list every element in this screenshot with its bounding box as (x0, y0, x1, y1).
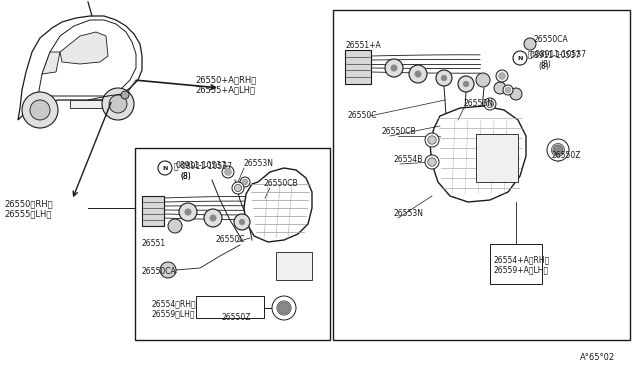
Text: 26550CA: 26550CA (142, 267, 177, 276)
Circle shape (272, 296, 296, 320)
Circle shape (428, 158, 436, 166)
Text: 26553N: 26553N (244, 160, 274, 169)
Text: (8): (8) (180, 171, 191, 180)
Circle shape (463, 81, 468, 87)
Polygon shape (60, 32, 108, 64)
Text: 26551+A: 26551+A (345, 42, 381, 51)
Bar (345, 50, 371, 84)
Polygon shape (430, 106, 526, 202)
Circle shape (391, 65, 397, 71)
Circle shape (496, 70, 508, 82)
Circle shape (499, 73, 506, 79)
Text: 26554+A〈RH〉: 26554+A〈RH〉 (494, 256, 550, 264)
Circle shape (121, 91, 129, 99)
Circle shape (484, 98, 496, 110)
Text: 26550C: 26550C (348, 112, 378, 121)
Circle shape (204, 209, 222, 227)
Text: 26550CB: 26550CB (264, 180, 299, 189)
Text: 26550CB: 26550CB (382, 128, 417, 137)
Bar (196, 296, 264, 318)
Polygon shape (38, 20, 136, 96)
Circle shape (225, 169, 231, 175)
Circle shape (277, 301, 291, 315)
Circle shape (409, 65, 427, 83)
Circle shape (278, 302, 290, 314)
Circle shape (385, 59, 403, 77)
Circle shape (494, 82, 506, 94)
Text: (8): (8) (540, 60, 551, 68)
Circle shape (210, 215, 216, 221)
Circle shape (160, 262, 176, 278)
Circle shape (513, 51, 527, 65)
Text: A°65°02: A°65°02 (580, 353, 615, 362)
Circle shape (547, 139, 569, 161)
Circle shape (22, 92, 58, 128)
Circle shape (503, 85, 513, 95)
Text: (8): (8) (538, 61, 548, 71)
Text: 26550〈RH〉: 26550〈RH〉 (4, 199, 52, 208)
Circle shape (476, 73, 490, 87)
Text: ⓝ 08911-10537: ⓝ 08911-10537 (174, 161, 232, 170)
Bar (142, 196, 164, 226)
Text: 26551: 26551 (142, 240, 166, 248)
Text: ⓝ 08911-10537: ⓝ 08911-10537 (528, 49, 586, 58)
Text: 26555〈LH〉: 26555〈LH〉 (4, 209, 51, 218)
Circle shape (239, 219, 245, 225)
Circle shape (524, 38, 536, 50)
Text: N: N (517, 55, 523, 61)
Circle shape (505, 87, 511, 93)
Text: 26559+A〈LH〉: 26559+A〈LH〉 (494, 266, 549, 275)
Circle shape (240, 177, 250, 187)
Text: 26550CA: 26550CA (534, 35, 569, 45)
Circle shape (486, 100, 493, 108)
Circle shape (428, 136, 436, 144)
Bar (276, 252, 312, 280)
Text: 08911-10537: 08911-10537 (530, 51, 581, 61)
Circle shape (553, 145, 563, 155)
Circle shape (179, 203, 197, 221)
Circle shape (30, 100, 50, 120)
Text: 26550Z: 26550Z (552, 151, 582, 160)
Circle shape (158, 161, 172, 175)
Bar (476, 134, 518, 182)
Circle shape (168, 219, 182, 233)
Text: 26559〈LH〉: 26559〈LH〉 (152, 310, 195, 318)
Bar (70, 100, 122, 108)
Bar (135, 148, 330, 340)
Text: 26554〈RH〉: 26554〈RH〉 (152, 299, 196, 308)
Circle shape (185, 209, 191, 215)
Text: 26550+A〈RH〉: 26550+A〈RH〉 (195, 76, 256, 84)
Text: N: N (163, 166, 168, 170)
Polygon shape (18, 16, 142, 120)
Circle shape (441, 75, 447, 81)
Text: 26550C: 26550C (216, 235, 246, 244)
Text: 26550Z: 26550Z (222, 314, 252, 323)
Text: 08911-10537: 08911-10537 (175, 161, 226, 170)
Circle shape (415, 71, 421, 77)
Circle shape (458, 76, 474, 92)
Text: 26553N: 26553N (394, 209, 424, 218)
Circle shape (425, 133, 439, 147)
Text: 26554B: 26554B (394, 155, 424, 164)
Circle shape (222, 166, 234, 178)
Circle shape (234, 185, 242, 192)
Circle shape (552, 143, 564, 157)
Circle shape (109, 95, 127, 113)
Text: 26555+A〈LH〉: 26555+A〈LH〉 (195, 86, 255, 94)
Circle shape (510, 88, 522, 100)
Polygon shape (244, 168, 312, 242)
Polygon shape (42, 52, 60, 74)
Circle shape (232, 182, 244, 194)
Circle shape (243, 179, 248, 185)
Text: (8): (8) (180, 171, 191, 180)
Bar (333, 10, 630, 340)
Text: 26553N: 26553N (464, 99, 494, 109)
Circle shape (234, 214, 250, 230)
Bar (490, 244, 542, 284)
Circle shape (436, 70, 452, 86)
Circle shape (102, 88, 134, 120)
Circle shape (425, 155, 439, 169)
